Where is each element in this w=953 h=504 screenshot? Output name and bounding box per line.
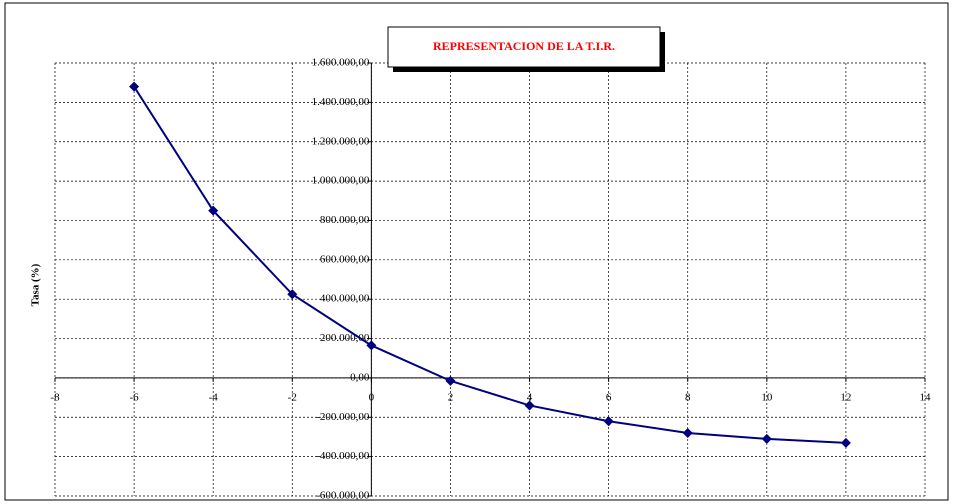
y-tick-label: -400.000,00 bbox=[316, 450, 370, 462]
marker bbox=[761, 433, 772, 444]
series-line bbox=[133, 86, 846, 444]
marker bbox=[129, 81, 140, 92]
x-tick-label: -4 bbox=[209, 391, 219, 403]
marker bbox=[366, 340, 377, 351]
x-tick-label: 0 bbox=[369, 391, 375, 403]
marker bbox=[287, 289, 298, 300]
x-tick-label: 2 bbox=[448, 391, 454, 403]
y-tick-label: 600.000,00 bbox=[320, 253, 370, 265]
x-tick-label: 14 bbox=[920, 391, 932, 403]
x-tick-label: 10 bbox=[761, 391, 773, 403]
y-tick-label: -600.000,00 bbox=[316, 490, 370, 502]
y-tick-label: 200.000,00 bbox=[320, 332, 370, 344]
y-tick-label: 1.600.000,00 bbox=[312, 57, 370, 69]
y-tick-label: 1.400.000,00 bbox=[312, 96, 370, 108]
x-tick-label: 6 bbox=[606, 391, 612, 403]
marker bbox=[445, 375, 456, 386]
marker bbox=[603, 416, 614, 427]
title-box bbox=[387, 26, 661, 68]
y-tick-label: -200.000,00 bbox=[316, 411, 370, 423]
x-tick-label: 8 bbox=[685, 391, 691, 403]
marker bbox=[840, 437, 851, 448]
x-tick-label: -2 bbox=[288, 391, 297, 403]
chart-border bbox=[4, 2, 949, 501]
y-tick-label: 0,00 bbox=[350, 371, 370, 383]
x-tick-label: -8 bbox=[50, 391, 60, 403]
y-axis-label: Tasa (%) bbox=[30, 263, 42, 306]
chart-title: REPRESENTACION DE LA T.I.R. bbox=[433, 39, 615, 53]
x-tick-label: -6 bbox=[130, 391, 140, 403]
x-tick-label: 12 bbox=[840, 391, 851, 403]
y-tick-label: 1.200.000,00 bbox=[312, 135, 370, 147]
marker bbox=[682, 428, 693, 439]
plot-area: -600.000,00 -400.000,00 -200.000,00 0,00 200… bbox=[50, 57, 931, 502]
y-tick-label: 800.000,00 bbox=[320, 214, 370, 226]
marker bbox=[208, 205, 219, 216]
x-tick-label: 4 bbox=[527, 391, 533, 403]
y-tick-label: 1.000.000,00 bbox=[312, 175, 370, 187]
marker bbox=[524, 400, 535, 411]
y-tick-label: 400.000,00 bbox=[320, 293, 370, 305]
